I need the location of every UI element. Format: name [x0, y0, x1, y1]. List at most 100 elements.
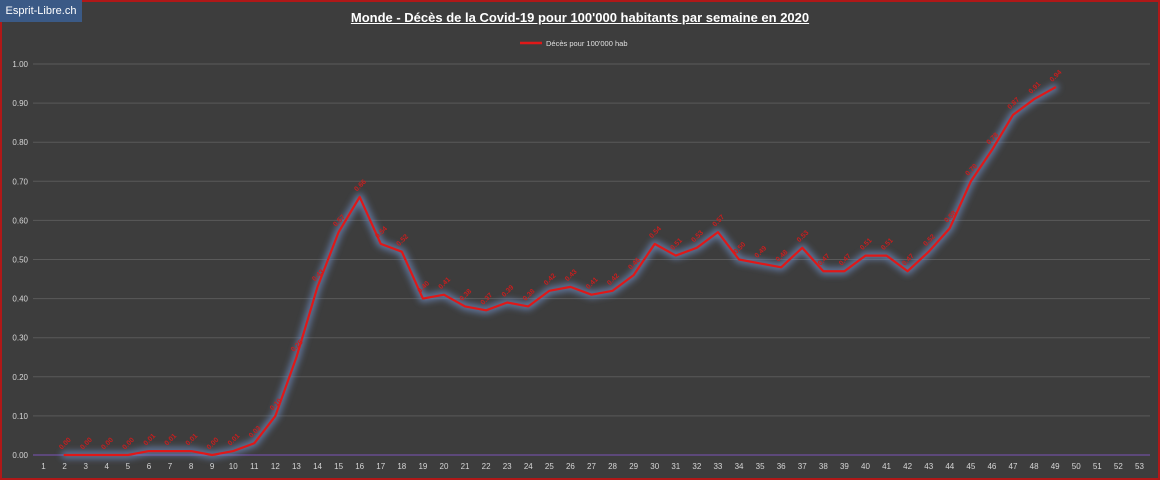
gridlines: [33, 63, 1150, 456]
data-label: 0.01: [185, 433, 200, 448]
x-tick-label: 35: [756, 462, 765, 471]
x-tick-label: 27: [587, 462, 596, 471]
x-tick-label: 24: [524, 462, 533, 471]
x-tick-label: 21: [461, 462, 470, 471]
data-labels: 0.00 0.00 0.00 0.00 0.01 0.01 0.01 0.00 0.010.03…: [58, 69, 1063, 451]
x-tick-label: 1: [41, 462, 46, 471]
y-tick-label: 0.10: [12, 412, 28, 421]
data-label: 0.00: [79, 437, 94, 452]
data-label: 0.94: [1049, 69, 1064, 84]
x-tick-label: 11: [250, 462, 259, 471]
y-tick-label: 0.30: [12, 334, 28, 343]
data-label: 0.47: [817, 253, 832, 268]
brand-badge: Esprit-Libre.ch: [0, 0, 82, 22]
data-label: 0.51: [880, 237, 895, 252]
x-tick-label: 13: [292, 462, 301, 471]
x-tick-label: 10: [229, 462, 238, 471]
y-tick-label: 0.50: [12, 256, 28, 265]
x-tick-label: 14: [313, 462, 322, 471]
data-label: 0.51: [859, 237, 874, 252]
x-tick-label: 30: [650, 462, 659, 471]
x-tick-label: 7: [168, 462, 173, 471]
x-tick-label: 50: [1072, 462, 1081, 471]
x-tick-label: 22: [482, 462, 491, 471]
chart-title: Monde - Décès de la Covid-19 pour 100'00…: [350, 10, 810, 25]
x-tick-label: 26: [566, 462, 575, 471]
data-label: 0.01: [143, 433, 158, 448]
x-tick-label: 33: [713, 462, 722, 471]
x-tick-label: 47: [1009, 462, 1018, 471]
data-label: 0.00: [121, 437, 136, 452]
series-line: [63, 86, 1057, 457]
x-tick-label: 45: [966, 462, 975, 471]
data-label: 0.52: [395, 233, 410, 248]
x-tick-label: 48: [1030, 462, 1039, 471]
y-tick-label: 0.60: [12, 216, 28, 225]
x-tick-label: 29: [629, 462, 638, 471]
x-tick-label: 2: [62, 462, 67, 471]
data-label: 0.39: [501, 284, 516, 299]
x-tick-label: 37: [798, 462, 807, 471]
y-tick-label: 0.80: [12, 138, 28, 147]
x-tick-label: 16: [355, 462, 364, 471]
x-tick-label: 5: [126, 462, 131, 471]
x-tick-label: 28: [608, 462, 617, 471]
data-label: 0.43: [564, 268, 579, 283]
x-tick-label: 18: [397, 462, 406, 471]
data-label: 0.00: [100, 437, 115, 452]
x-axis: 1 2 3 4 5 6 7 8 9 10 11 12 13 14 15 16 17 18 19 20 21 22 23 24 2…: [41, 462, 1144, 471]
x-tick-label: 34: [735, 462, 744, 471]
x-tick-label: 9: [210, 462, 215, 471]
x-tick-label: 4: [105, 462, 110, 471]
y-tick-label: 0.20: [12, 373, 28, 382]
data-label: 0.41: [438, 276, 453, 291]
x-tick-label: 3: [83, 462, 88, 471]
x-tick-label: 36: [777, 462, 786, 471]
x-tick-label: 15: [334, 462, 343, 471]
x-tick-label: 51: [1093, 462, 1102, 471]
data-label: 0.42: [543, 272, 558, 287]
data-label: 0.41: [585, 276, 600, 291]
data-label: 0.50: [733, 241, 748, 256]
x-tick-label: 46: [987, 462, 996, 471]
x-tick-label: 8: [189, 462, 194, 471]
x-tick-label: 39: [840, 462, 849, 471]
y-tick-label: 0.70: [12, 177, 28, 186]
data-label: 0.00: [58, 437, 73, 452]
data-label: 0.38: [459, 288, 474, 303]
x-tick-label: 41: [882, 462, 891, 471]
legend: Décès pour 100'000 hab: [520, 39, 628, 48]
data-label: 0.01: [164, 433, 179, 448]
x-tick-label: 40: [861, 462, 870, 471]
x-tick-label: 32: [692, 462, 701, 471]
x-tick-label: 43: [924, 462, 933, 471]
y-tick-label: 0.90: [12, 99, 28, 108]
x-tick-label: 19: [418, 462, 427, 471]
data-label: 0.53: [796, 229, 811, 244]
x-tick-label: 20: [440, 462, 449, 471]
data-label: 0.57: [712, 214, 727, 229]
x-tick-label: 12: [271, 462, 280, 471]
x-tick-label: 17: [376, 462, 385, 471]
x-tick-label: 6: [147, 462, 152, 471]
x-tick-label: 49: [1051, 462, 1060, 471]
x-tick-label: 52: [1114, 462, 1123, 471]
x-tick-label: 31: [671, 462, 680, 471]
x-tick-label: 53: [1135, 462, 1144, 471]
series-group: [61, 83, 1059, 459]
data-label: 0.00: [206, 437, 221, 452]
y-axis: 0.00 0.10 0.20 0.30 0.40 0.50 0.60 0.70 0.80 0.90…: [12, 60, 28, 460]
x-tick-label: 38: [819, 462, 828, 471]
y-tick-label: 1.00: [12, 60, 28, 69]
y-tick-label: 0.40: [12, 295, 28, 304]
x-tick-label: 25: [545, 462, 554, 471]
x-tick-label: 23: [503, 462, 512, 471]
data-label: 0.66: [353, 179, 368, 194]
x-tick-label: 44: [945, 462, 954, 471]
legend-label: Décès pour 100'000 hab: [546, 39, 628, 48]
y-tick-label: 0.00: [12, 451, 28, 460]
x-tick-label: 42: [903, 462, 912, 471]
data-label: 0.54: [648, 225, 663, 240]
data-label: 0.49: [754, 245, 769, 260]
